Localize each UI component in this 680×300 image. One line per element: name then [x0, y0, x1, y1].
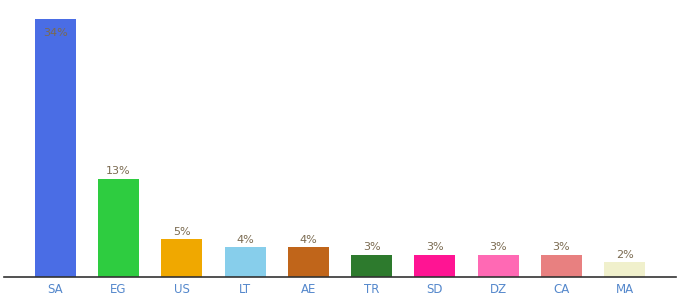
Bar	[414, 254, 456, 277]
Text: 4%: 4%	[236, 235, 254, 245]
Text: 2%: 2%	[616, 250, 634, 260]
Bar	[35, 19, 76, 277]
Bar	[161, 239, 203, 277]
Text: 3%: 3%	[426, 242, 444, 252]
Bar	[288, 247, 329, 277]
Bar	[98, 179, 139, 277]
Text: 4%: 4%	[299, 235, 318, 245]
Text: 34%: 34%	[43, 28, 67, 38]
Bar	[477, 254, 519, 277]
Text: 5%: 5%	[173, 227, 190, 237]
Bar	[224, 247, 266, 277]
Bar	[604, 262, 645, 277]
Text: 3%: 3%	[363, 242, 380, 252]
Bar	[541, 254, 582, 277]
Bar	[351, 254, 392, 277]
Text: 3%: 3%	[553, 242, 571, 252]
Text: 13%: 13%	[106, 167, 131, 176]
Text: 3%: 3%	[490, 242, 507, 252]
